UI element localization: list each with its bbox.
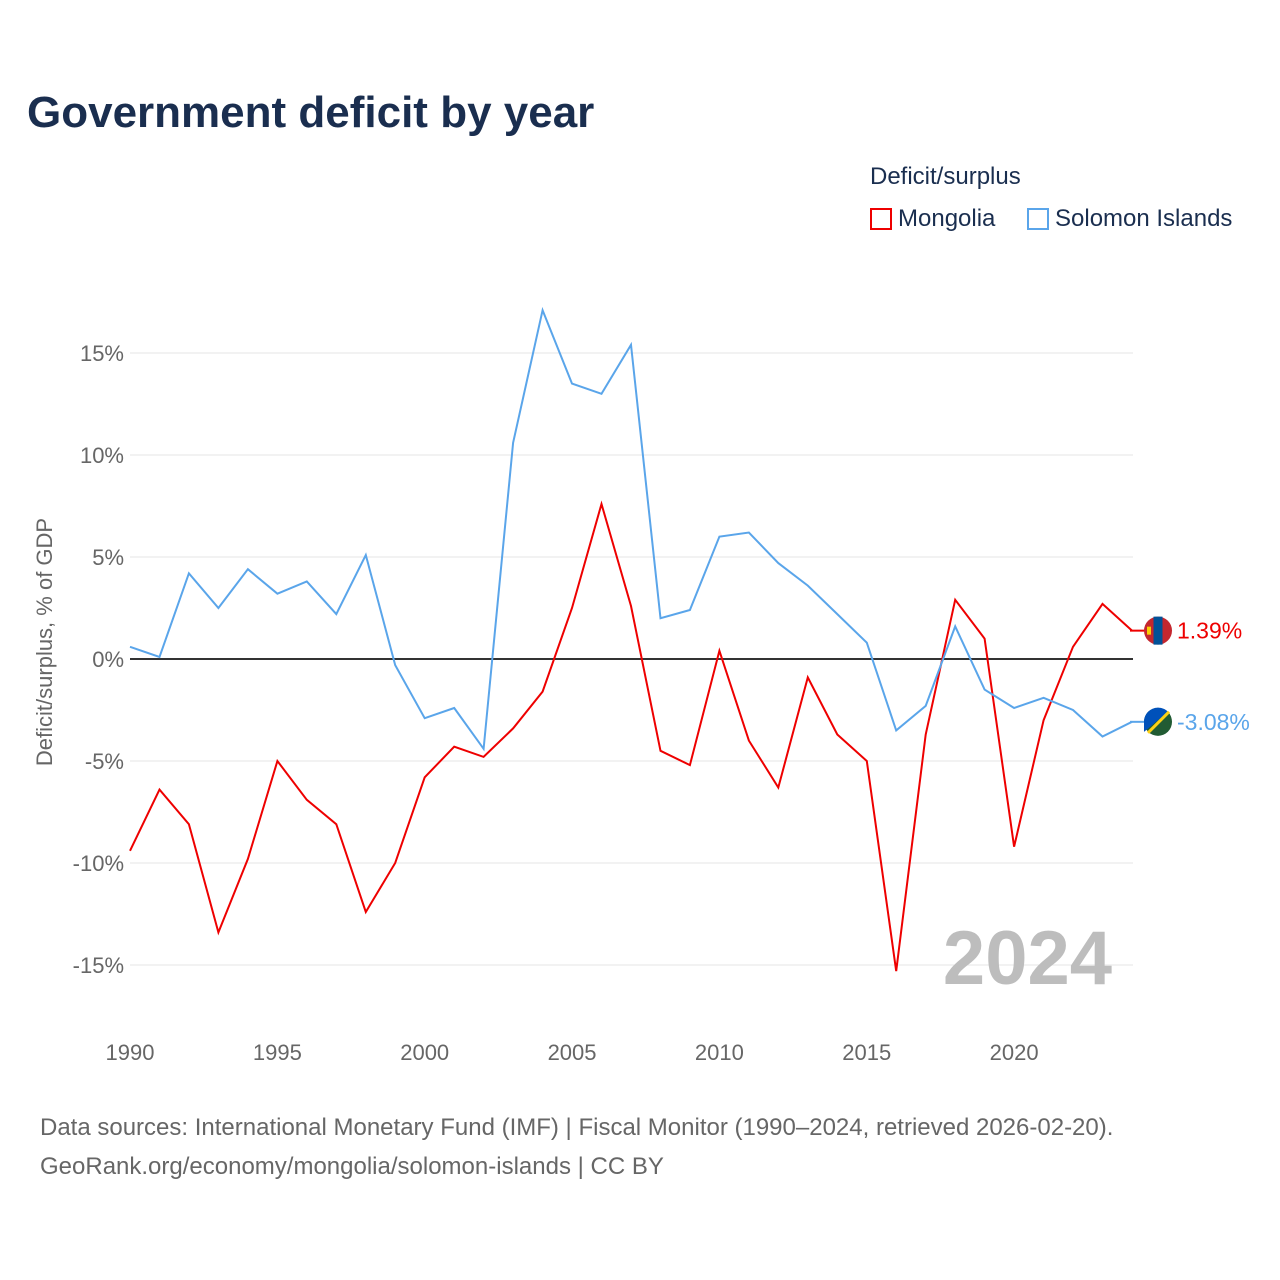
end-value-label: -3.08%: [1177, 709, 1250, 735]
legend-item-mongolia[interactable]: Mongolia: [870, 205, 995, 233]
legend-swatch: [1027, 208, 1049, 230]
series-line-mongolia: [129, 500, 1133, 972]
x-tick-label: 1990: [106, 1040, 155, 1065]
legend-item-solomon-islands[interactable]: Solomon Islands: [1027, 205, 1232, 233]
x-tick-label: 2000: [400, 1040, 449, 1065]
y-tick-label: 5%: [92, 545, 124, 570]
legend-label: Solomon Islands: [1055, 205, 1233, 232]
series-line-solomon-islands: [129, 306, 1133, 752]
y-tick-label: 10%: [80, 443, 124, 468]
x-tick-label: 2015: [842, 1040, 891, 1065]
x-tick-label: 2010: [695, 1040, 744, 1065]
x-tick-label: 2020: [990, 1040, 1039, 1065]
source-note: Data sources: International Monetary Fun…: [40, 1108, 1113, 1186]
legend-swatch: [870, 208, 892, 230]
y-tick-label: -15%: [73, 953, 124, 978]
mongolia-flag-icon: [1144, 616, 1172, 645]
year-watermark: 2024: [943, 916, 1112, 1001]
end-value-label: 1.39%: [1177, 618, 1242, 644]
source-link[interactable]: GeoRank.org/economy/mongolia/solomon-isl…: [40, 1153, 664, 1180]
source-line: Data sources: International Monetary Fun…: [40, 1114, 1114, 1141]
y-tick-label: 0%: [92, 647, 124, 672]
solomon-islands-flag-icon: [1143, 707, 1172, 736]
y-tick-label: -10%: [73, 851, 124, 876]
chart-title: Government deficit by year: [27, 88, 595, 137]
y-tick-label: -5%: [85, 749, 124, 774]
line-chart: 15% 10% 5% 0% -5% -10% -15% 1990 1995 2000 2005 201…: [32, 306, 1250, 1065]
legend-title: Deficit/surplus: [870, 163, 1021, 190]
y-tick-label: 15%: [80, 341, 124, 366]
legend-label: Mongolia: [898, 205, 996, 232]
x-tick-label: 2005: [548, 1040, 597, 1065]
x-tick-label: 1995: [253, 1040, 302, 1065]
y-axis-label: Deficit/surplus, % of GDP: [32, 518, 57, 766]
